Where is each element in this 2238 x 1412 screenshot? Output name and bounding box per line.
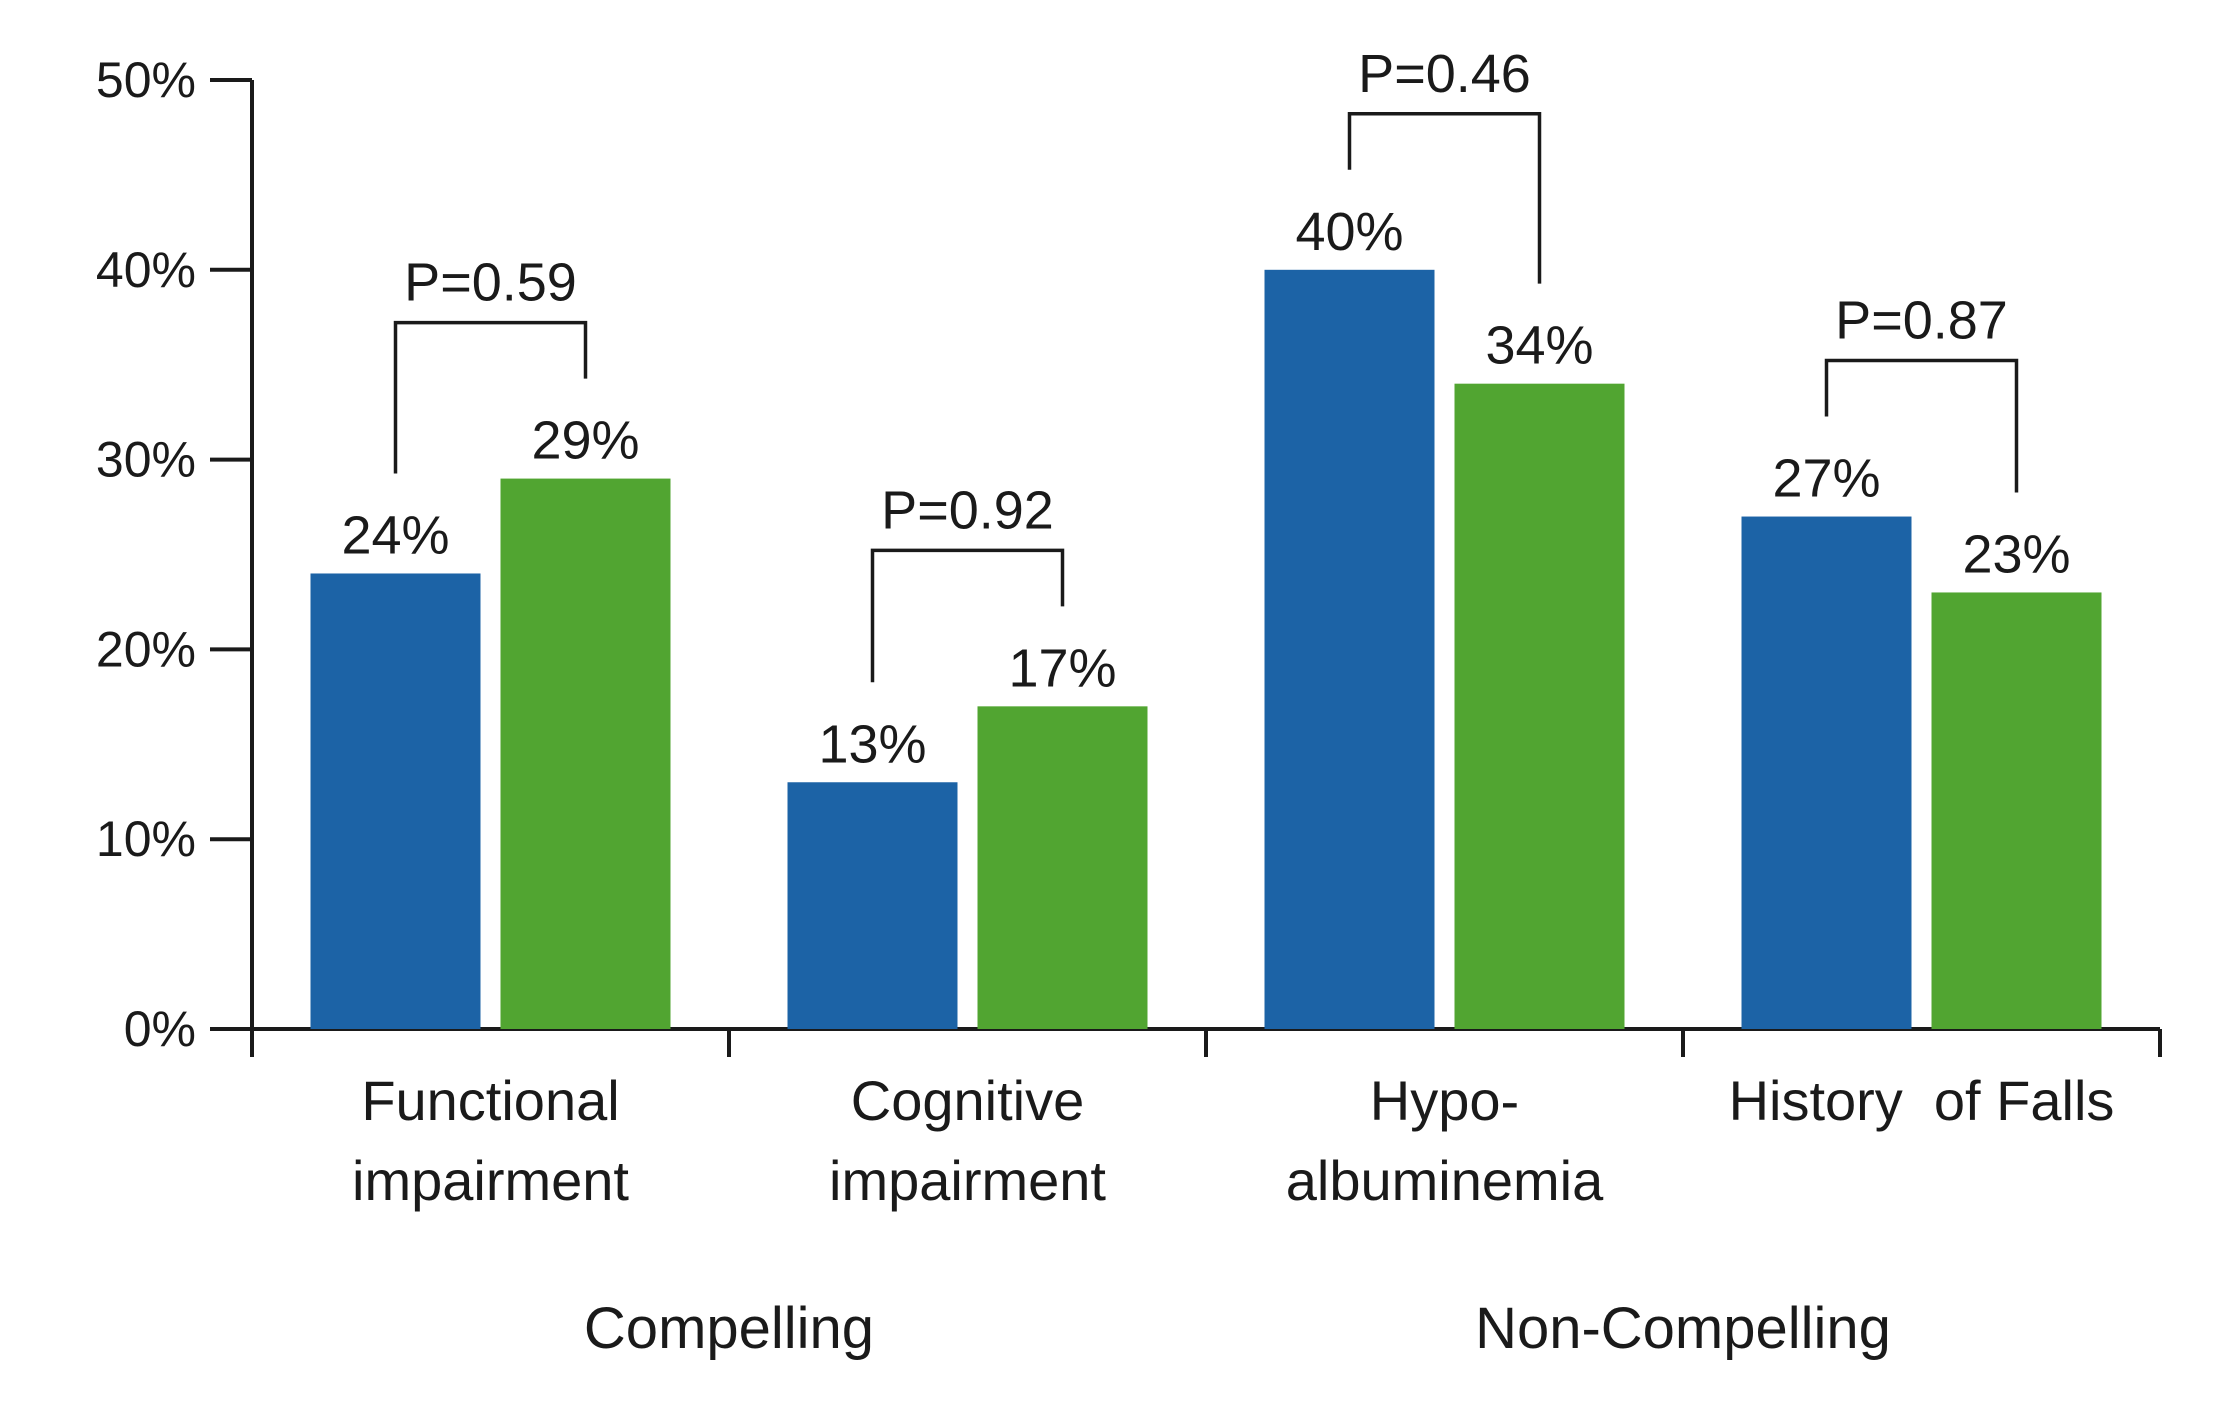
- bar-series-2: [1454, 383, 1625, 1029]
- bar-series-1: [310, 573, 481, 1029]
- x-category-label: History of Falls: [1729, 1069, 2115, 1132]
- p-value-label: P=0.46: [1358, 44, 1531, 104]
- p-value-label: P=0.59: [404, 253, 577, 313]
- group-label: Compelling: [584, 1296, 874, 1361]
- p-value-label: P=0.92: [881, 480, 1054, 540]
- bar-series-1: [1741, 516, 1912, 1029]
- x-category-label: Hypo-: [1370, 1069, 1519, 1132]
- x-category-label: Functional: [361, 1069, 619, 1132]
- y-tick-label: 50%: [96, 52, 196, 108]
- x-category-label: albuminemia: [1286, 1149, 1604, 1212]
- bar-series-1: [1264, 269, 1435, 1029]
- y-tick-label: 10%: [96, 811, 196, 867]
- p-value-label: P=0.87: [1835, 291, 2008, 351]
- data-label: 13%: [818, 714, 926, 774]
- p-value-bracket: [870, 548, 1065, 683]
- y-tick-label: 0%: [124, 1001, 196, 1057]
- data-label: 34%: [1485, 316, 1593, 376]
- bar-series-2: [977, 706, 1148, 1029]
- data-label: 24%: [341, 505, 449, 565]
- data-label: 40%: [1295, 202, 1403, 262]
- p-value-bracket: [1347, 112, 1542, 284]
- data-label: 27%: [1772, 449, 1880, 509]
- x-category-label: Cognitive: [851, 1069, 1084, 1132]
- p-value-bracket: [393, 320, 588, 474]
- x-category-label: impairment: [829, 1149, 1106, 1212]
- data-label: 17%: [1008, 638, 1116, 698]
- data-label: 29%: [531, 411, 639, 471]
- data-label: 23%: [1962, 524, 2070, 584]
- x-category-label: impairment: [352, 1149, 629, 1212]
- y-tick-label: 30%: [96, 432, 196, 488]
- p-value-bracket: [1824, 358, 2019, 493]
- bar-series-1: [787, 782, 958, 1029]
- group-label: Non-Compelling: [1475, 1296, 1891, 1361]
- bar-series-2: [500, 478, 671, 1030]
- y-tick-label: 20%: [96, 621, 196, 677]
- y-tick-label: 40%: [96, 242, 196, 298]
- bar-series-2: [1931, 592, 2102, 1029]
